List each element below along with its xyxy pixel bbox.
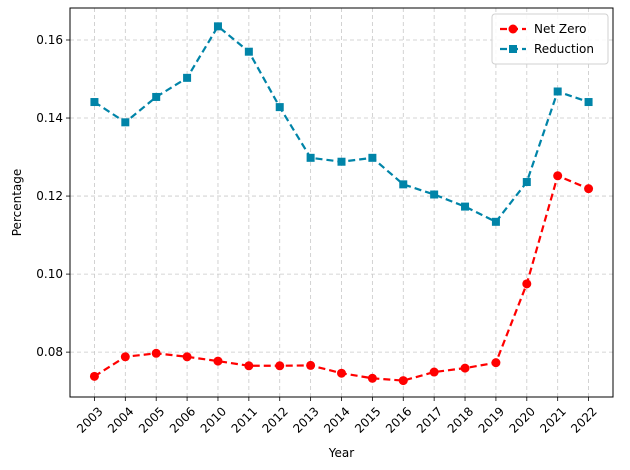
data-point	[244, 47, 253, 56]
y-tick-label: 0.08	[36, 345, 63, 359]
data-point	[367, 373, 377, 383]
data-point	[522, 279, 532, 289]
legend-marker	[509, 45, 517, 53]
data-point	[213, 356, 223, 366]
data-point	[89, 371, 99, 381]
series-reduction	[90, 22, 593, 226]
data-point	[553, 171, 563, 181]
x-axis-label: Year	[328, 446, 354, 460]
data-point	[460, 363, 470, 373]
grid	[70, 8, 613, 397]
data-point	[430, 190, 439, 199]
legend-box	[491, 13, 609, 65]
data-point	[182, 352, 192, 362]
x-tick-label: 2016	[383, 404, 414, 435]
data-point	[337, 368, 346, 378]
data-point	[337, 157, 346, 166]
data-point	[275, 361, 285, 371]
data-point	[368, 153, 377, 162]
x-tick-label: 2013	[290, 404, 321, 435]
data-point	[275, 103, 284, 112]
data-point	[461, 202, 470, 211]
data-point	[90, 98, 99, 107]
x-tick-label: 2022	[568, 404, 599, 435]
x-tick-label: 2012	[259, 404, 290, 435]
data-point	[306, 153, 315, 162]
y-tick-label: 0.14	[36, 111, 63, 125]
data-point	[491, 358, 501, 368]
x-tick-label: 2005	[136, 404, 167, 435]
series-layer	[89, 22, 594, 386]
data-point	[183, 73, 192, 82]
x-tick-label: 2006	[167, 404, 198, 435]
x-tick-label: 2014	[321, 404, 352, 435]
data-point	[244, 361, 254, 371]
data-point	[213, 22, 222, 31]
legend: Net Zero Reduction	[491, 13, 609, 65]
legend-item: Net Zero	[500, 22, 587, 36]
legend-label: Reduction	[534, 42, 594, 56]
data-point	[584, 98, 593, 107]
y-axis-label: Percentage	[10, 169, 24, 237]
x-tick-label: 2018	[445, 404, 476, 435]
x-tick-label: 2003	[74, 404, 105, 435]
data-point	[121, 118, 130, 127]
data-point	[522, 178, 531, 187]
data-point	[152, 92, 161, 101]
x-tick-label: 2011	[229, 404, 260, 435]
legend-item: Reduction	[500, 42, 594, 56]
x-tick-label: 2021	[537, 404, 568, 435]
x-tick-label: 2010	[198, 404, 229, 435]
x-tick-label: 2017	[414, 404, 445, 435]
x-tick-label: 2020	[507, 404, 538, 435]
y-axis: 0.08 0.10 0.12 0.14 0.16	[36, 33, 70, 359]
y-tick-label: 0.12	[36, 189, 63, 203]
series-net-zero	[89, 171, 594, 386]
data-point	[553, 87, 562, 96]
legend-marker	[508, 24, 518, 34]
data-point	[151, 348, 161, 358]
x-tick-label: 2015	[352, 404, 383, 435]
data-point	[398, 376, 408, 386]
y-tick-label: 0.16	[36, 33, 63, 47]
x-tick-label: 2019	[476, 404, 507, 435]
y-tick-label: 0.10	[36, 267, 63, 281]
x-axis: 2003 2004 2005 2006 2010 2011 2012 2013 2014 2015…	[74, 397, 600, 436]
legend-label: Net Zero	[534, 22, 587, 36]
data-point	[306, 360, 316, 370]
data-point	[120, 352, 130, 362]
data-point	[491, 217, 500, 226]
data-point	[584, 184, 594, 194]
x-tick-label: 2004	[105, 404, 136, 435]
data-point	[429, 367, 439, 377]
data-point	[399, 180, 408, 189]
